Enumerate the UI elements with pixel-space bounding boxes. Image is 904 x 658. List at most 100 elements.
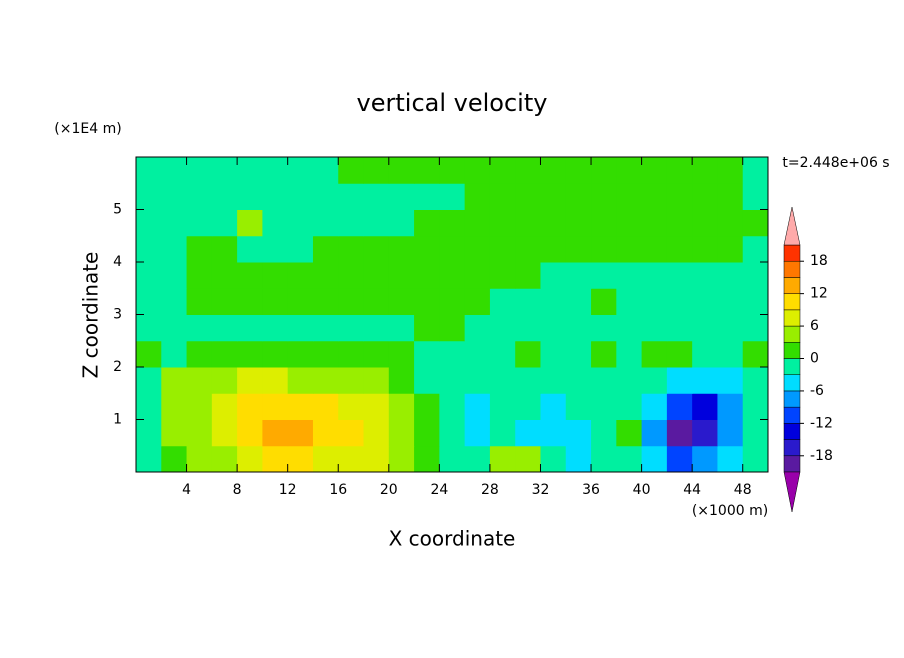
field-cell — [414, 157, 440, 184]
field-cell — [262, 445, 289, 473]
field-cell — [717, 367, 744, 394]
field-cell — [388, 262, 415, 289]
field-cell — [489, 235, 516, 263]
field-cell — [565, 157, 592, 184]
colorbar-label: -6 — [810, 383, 824, 399]
field-cell — [287, 157, 314, 184]
field-cell — [641, 183, 668, 210]
field-cell — [464, 445, 491, 473]
colorbar-box — [783, 342, 801, 359]
field-cell — [540, 288, 567, 315]
field-cell — [717, 262, 744, 289]
field-cell — [717, 183, 744, 210]
field-cell — [717, 235, 744, 263]
field-cell — [641, 419, 668, 447]
field-cell — [742, 209, 769, 237]
field-cell — [464, 340, 491, 368]
field-cell — [312, 235, 339, 263]
field-cell — [237, 367, 263, 394]
field-cell — [388, 209, 415, 237]
field-cell — [287, 367, 314, 394]
field-cell — [312, 314, 339, 342]
colorbar-box — [783, 244, 801, 262]
field-cell — [489, 183, 516, 210]
field-cell — [515, 314, 541, 342]
field-cell — [414, 183, 440, 210]
field-cell — [515, 419, 541, 447]
x-tick-label: 24 — [430, 482, 448, 498]
field-cell — [388, 314, 415, 342]
field-cell — [692, 209, 718, 237]
field-cell — [641, 367, 668, 394]
field-cell — [237, 419, 263, 447]
field-cell — [211, 288, 238, 315]
field-cell — [439, 235, 466, 263]
field-cell — [742, 288, 769, 315]
field-cell — [692, 262, 718, 289]
field-cell — [641, 288, 668, 315]
field-cell — [540, 183, 567, 210]
field-cell — [262, 209, 289, 237]
colorbar-label: 12 — [810, 286, 828, 302]
field-cell — [287, 235, 314, 263]
field-cell — [742, 393, 769, 420]
field-cell — [363, 183, 390, 210]
field-cell — [136, 445, 162, 473]
field-cell — [237, 235, 263, 263]
field-cell — [489, 367, 516, 394]
time-label: t=2.448e+06 s — [782, 155, 889, 171]
field-cell — [287, 183, 314, 210]
field-cell — [363, 314, 390, 342]
field-cell — [312, 157, 339, 184]
field-cell — [540, 235, 567, 263]
field-cell — [186, 445, 213, 473]
field-cell — [338, 288, 365, 315]
field-cell — [641, 393, 668, 420]
field-cell — [186, 288, 213, 315]
field-cell — [363, 288, 390, 315]
field-cell — [186, 235, 213, 263]
field-cell — [641, 314, 668, 342]
field-cell — [591, 419, 617, 447]
field-cell — [388, 157, 415, 184]
field-cell — [312, 367, 339, 394]
field-cell — [237, 393, 263, 420]
field-cell — [338, 183, 365, 210]
field-cell — [616, 393, 643, 420]
field-cell — [414, 445, 440, 473]
field-cell — [414, 262, 440, 289]
field-cell — [439, 393, 466, 420]
field-cell — [136, 262, 162, 289]
field-cell — [262, 419, 289, 447]
field-cell — [414, 367, 440, 394]
field-cell — [717, 445, 744, 473]
field-cell — [439, 419, 466, 447]
field-cell — [591, 262, 617, 289]
colorbar-label: 6 — [810, 318, 819, 334]
field-cell — [338, 367, 365, 394]
field-cell — [717, 288, 744, 315]
field-cell — [616, 445, 643, 473]
field-cell — [641, 262, 668, 289]
field-cell — [338, 393, 365, 420]
field-cell — [363, 157, 390, 184]
field-cell — [742, 235, 769, 263]
field-cell — [717, 340, 744, 368]
x-tick-label: 8 — [233, 482, 242, 498]
field-cell — [414, 419, 440, 447]
field-cell — [237, 288, 263, 315]
field-cell — [312, 393, 339, 420]
field-cell — [136, 183, 162, 210]
x-tick-label: 20 — [380, 482, 398, 498]
x-tick-label: 40 — [633, 482, 651, 498]
field-cell — [666, 288, 693, 315]
field-cell — [515, 445, 541, 473]
colorbar-box — [783, 439, 801, 457]
field-cell — [692, 314, 718, 342]
field-cell — [515, 367, 541, 394]
field-cell — [540, 367, 567, 394]
field-cell — [616, 340, 643, 368]
colorbar-over — [783, 206, 801, 246]
field-cell — [388, 288, 415, 315]
field-cell — [186, 419, 213, 447]
